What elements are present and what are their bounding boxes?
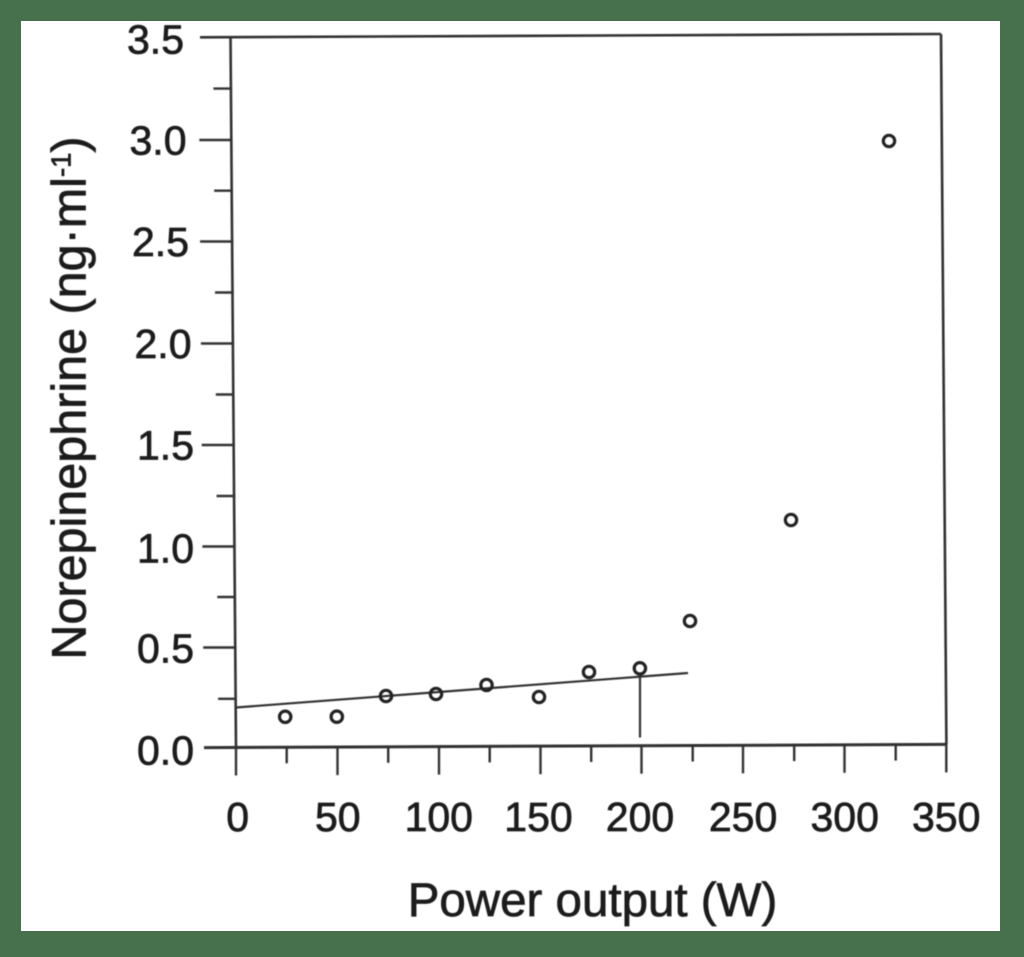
svg-text:50: 50 — [315, 794, 361, 840]
svg-text:Power output (W): Power output (W) — [408, 874, 778, 927]
svg-text:0.5: 0.5 — [137, 626, 194, 672]
svg-text:3.5: 3.5 — [127, 17, 184, 63]
svg-text:100: 100 — [405, 794, 473, 840]
svg-text:2.5: 2.5 — [132, 219, 189, 265]
svg-text:Norepinephrine (ng·ml-1): Norepinephrine (ng·ml-1) — [43, 136, 97, 659]
svg-text:200: 200 — [606, 794, 674, 840]
svg-text:2.0: 2.0 — [135, 321, 192, 367]
svg-text:300: 300 — [810, 794, 878, 840]
svg-text:3.0: 3.0 — [130, 118, 187, 164]
svg-text:350: 350 — [912, 794, 980, 840]
svg-text:0: 0 — [226, 794, 249, 840]
svg-text:1.0: 1.0 — [137, 526, 194, 572]
svg-text:1.5: 1.5 — [137, 423, 194, 469]
svg-text:0.0: 0.0 — [137, 728, 194, 774]
svg-text:150: 150 — [504, 794, 572, 840]
svg-text:250: 250 — [709, 794, 777, 840]
